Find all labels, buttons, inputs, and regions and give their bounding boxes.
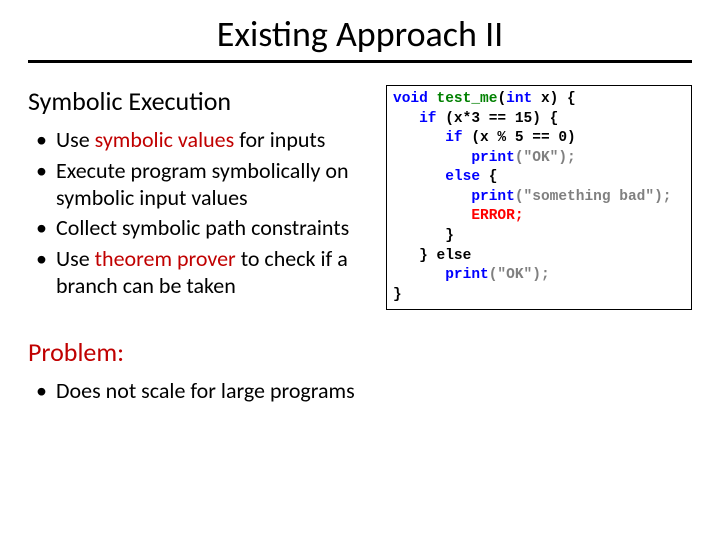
bullet-list: Use symbolic values for inputs Execute p… — [28, 127, 378, 300]
problem-label: Problem: — [28, 336, 692, 368]
code-text: } — [445, 228, 454, 244]
bullet-text: for inputs — [234, 126, 325, 153]
code-box: void test_me(int x) { if (x*3 == 15) { i… — [386, 85, 692, 310]
code-error: ERROR; — [471, 208, 523, 224]
bullet-text: Use — [56, 245, 95, 272]
code-keyword: print — [471, 189, 515, 205]
title-underline — [28, 60, 692, 63]
code-keyword: int — [506, 91, 532, 107]
code-text: } else — [419, 248, 471, 264]
code-keyword: if — [419, 111, 436, 127]
bullet-item: Collect symbolic path constraints — [28, 215, 378, 242]
code-string: ("OK"); — [515, 150, 576, 166]
code-string: ("something bad"); — [515, 189, 672, 205]
code-text: { — [489, 169, 498, 185]
code-function: test_me — [437, 91, 498, 107]
problem-list: Does not scale for large programs — [28, 378, 692, 405]
code-keyword: else — [445, 169, 480, 185]
accent-text: Problem: — [28, 336, 124, 368]
code-keyword: print — [445, 267, 489, 283]
section-subhead: Symbolic Execution — [28, 85, 378, 117]
accent-text: symbolic values — [95, 126, 235, 153]
code-text: x) { — [541, 91, 576, 107]
bullet-item: Does not scale for large programs — [28, 378, 692, 405]
bullet-text: Use — [56, 126, 95, 153]
code-keyword: print — [471, 150, 515, 166]
code-keyword: void — [393, 91, 428, 107]
code-text: (x*3 == 15) { — [445, 111, 558, 127]
problem-block: Problem: Does not scale for large progra… — [28, 336, 692, 405]
content-row: Symbolic Execution Use symbolic values f… — [28, 85, 692, 310]
slide-title: Existing Approach II — [28, 12, 692, 56]
slide: Existing Approach II Symbolic Execution … — [0, 0, 720, 425]
code-text: (x % 5 == 0) — [471, 130, 575, 146]
accent-text: theorem prover — [95, 245, 236, 272]
bullet-item: Execute program symbolically on symbolic… — [28, 158, 378, 212]
code-text: } — [393, 287, 402, 303]
code-keyword: if — [445, 130, 462, 146]
bullet-item: Use theorem prover to check if a branch … — [28, 246, 378, 300]
left-column: Symbolic Execution Use symbolic values f… — [28, 85, 378, 304]
bullet-item: Use symbolic values for inputs — [28, 127, 378, 154]
code-string: ("OK"); — [489, 267, 550, 283]
